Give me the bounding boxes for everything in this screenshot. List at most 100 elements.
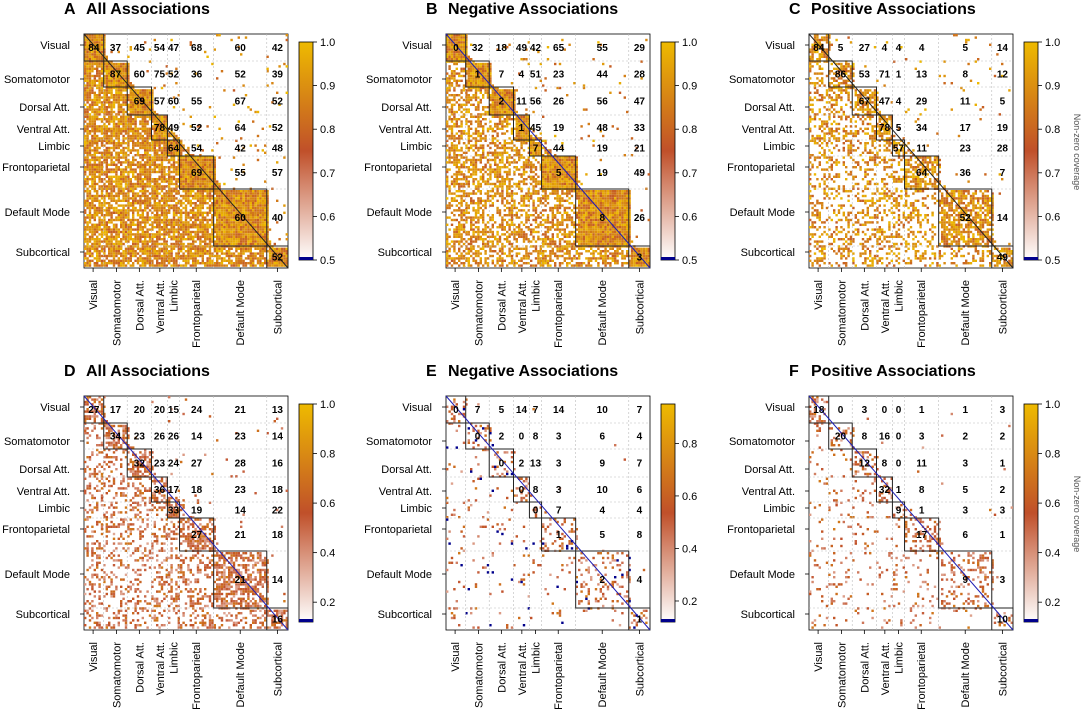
network-block <box>445 395 467 424</box>
network-block <box>575 550 630 609</box>
row-label-ventral-att: Ventral Att. <box>379 486 432 498</box>
cell-value: 34 <box>916 123 928 134</box>
cell-value: 8 <box>533 485 539 496</box>
cell-value: 28 <box>235 459 247 470</box>
colorbar-tick-label: 1.0 <box>1045 37 1060 49</box>
row-label-somatomotor: Somatomotor <box>729 436 795 448</box>
cell-value: 0 <box>453 405 459 416</box>
row-label-limbic: Limbic <box>763 503 795 515</box>
cell-value: 18 <box>272 530 284 541</box>
cell-value: 48 <box>272 144 284 155</box>
cell-value: 23 <box>235 432 247 443</box>
cell-value: 0 <box>499 459 505 470</box>
cell-value: 2 <box>1000 432 1006 443</box>
colorbar-floor <box>1024 257 1038 260</box>
cell-value: 71 <box>879 70 891 81</box>
col-label-default-mode: Default Mode <box>960 280 972 345</box>
cell-value: 19 <box>553 123 565 134</box>
colorbar-tick-label: 0.7 <box>1045 168 1060 180</box>
cell-value: 42 <box>530 43 542 54</box>
cell-value: 44 <box>553 144 565 155</box>
cell-value: 1 <box>475 70 481 81</box>
col-label-limbic: Limbic <box>530 280 542 312</box>
cell-value: 7 <box>1000 168 1006 179</box>
row-label-visual: Visual <box>765 402 795 414</box>
col-label-somatomotor: Somatomotor <box>474 280 486 346</box>
diagonal-line <box>808 33 1014 269</box>
cell-value: 45 <box>530 123 542 134</box>
cell-value: 23 <box>235 485 247 496</box>
col-label-subcortical: Subcortical <box>997 280 1009 334</box>
row-label-somatomotor: Somatomotor <box>4 74 70 86</box>
colorbar-tick-label: 0.6 <box>1045 498 1060 510</box>
colorbar-tick-label: 0.5 <box>682 255 697 267</box>
cell-value: 54 <box>191 144 203 155</box>
network-block <box>528 139 543 157</box>
cell-value: 4 <box>637 506 643 517</box>
row-label-frontoparietal: Frontoparietal <box>2 524 70 536</box>
cell-value: 56 <box>597 97 609 108</box>
panel-title: Negative Associations <box>448 1 618 18</box>
colorbar-label: Non-zero coverage <box>1072 114 1082 191</box>
cell-value: 0 <box>533 506 539 517</box>
row-label-limbic: Limbic <box>38 503 70 515</box>
network-block <box>904 517 940 552</box>
col-label-frontoparietal: Frontoparietal <box>191 280 203 348</box>
network-block <box>938 188 993 247</box>
cell-value: 2 <box>1000 485 1006 496</box>
colorbar-floor <box>299 619 313 622</box>
row-label-subcortical: Subcortical <box>16 247 70 259</box>
col-label-subcortical: Subcortical <box>634 642 646 696</box>
cell-value: 2 <box>499 432 505 443</box>
colorbar-tick-label: 0.2 <box>682 596 697 608</box>
col-label-ventral-att: Ventral Att. <box>517 642 529 695</box>
row-label-subcortical: Subcortical <box>741 247 795 259</box>
colorbar-floor <box>661 619 675 622</box>
cell-value: 16 <box>272 615 284 626</box>
cell-value: 26 <box>168 432 180 443</box>
cell-value: 19 <box>597 168 609 179</box>
cell-value: 68 <box>191 43 203 54</box>
row-label-default-mode: Default Mode <box>730 207 795 219</box>
network-block <box>828 60 853 88</box>
cell-value: 11 <box>916 144 927 155</box>
cell-value: 42 <box>272 43 284 54</box>
cell-value: 1 <box>556 530 562 541</box>
colorbar-tick-label: 0.2 <box>1045 597 1060 609</box>
network-block <box>808 33 830 62</box>
row-label-dorsal-att: Dorsal Att. <box>381 464 432 476</box>
cell-value: 52 <box>235 70 247 81</box>
col-label-dorsal-att: Dorsal Att. <box>134 280 146 331</box>
cell-value: 84 <box>88 43 100 54</box>
cell-value: 34 <box>110 432 122 443</box>
row-label-subcortical: Subcortical <box>741 609 795 621</box>
row-label-frontoparietal: Frontoparietal <box>727 162 795 174</box>
cell-value: 64 <box>235 123 247 134</box>
cell-value: 47 <box>879 97 891 108</box>
colorbar-tick-label: 0.9 <box>682 81 697 93</box>
cell-value: 24 <box>168 459 180 470</box>
col-label-ventral-att: Ventral Att. <box>155 280 167 333</box>
cell-value: 18 <box>496 43 508 54</box>
cell-value: 40 <box>272 213 284 224</box>
cell-value: 32 <box>879 485 891 496</box>
cell-value: 55 <box>597 43 609 54</box>
cell-value: 55 <box>191 97 203 108</box>
cell-value: 11 <box>516 97 527 108</box>
cell-value: 55 <box>235 168 247 179</box>
row-label-frontoparietal: Frontoparietal <box>2 162 70 174</box>
cell-value: 7 <box>556 506 562 517</box>
row-label-somatomotor: Somatomotor <box>366 74 432 86</box>
cell-value: 24 <box>191 405 203 416</box>
cell-value: 29 <box>916 97 928 108</box>
col-label-default-mode: Default Mode <box>960 642 972 707</box>
colorbar-tick-label: 0.4 <box>682 543 697 555</box>
cell-value: 13 <box>272 405 284 416</box>
row-label-subcortical: Subcortical <box>378 247 432 259</box>
row-label-frontoparietal: Frontoparietal <box>727 524 795 536</box>
cell-value: 12 <box>997 70 1009 81</box>
colorbar-tick-label: 0.6 <box>1045 211 1060 223</box>
cell-value: 0 <box>896 459 902 470</box>
network-block <box>213 550 268 609</box>
